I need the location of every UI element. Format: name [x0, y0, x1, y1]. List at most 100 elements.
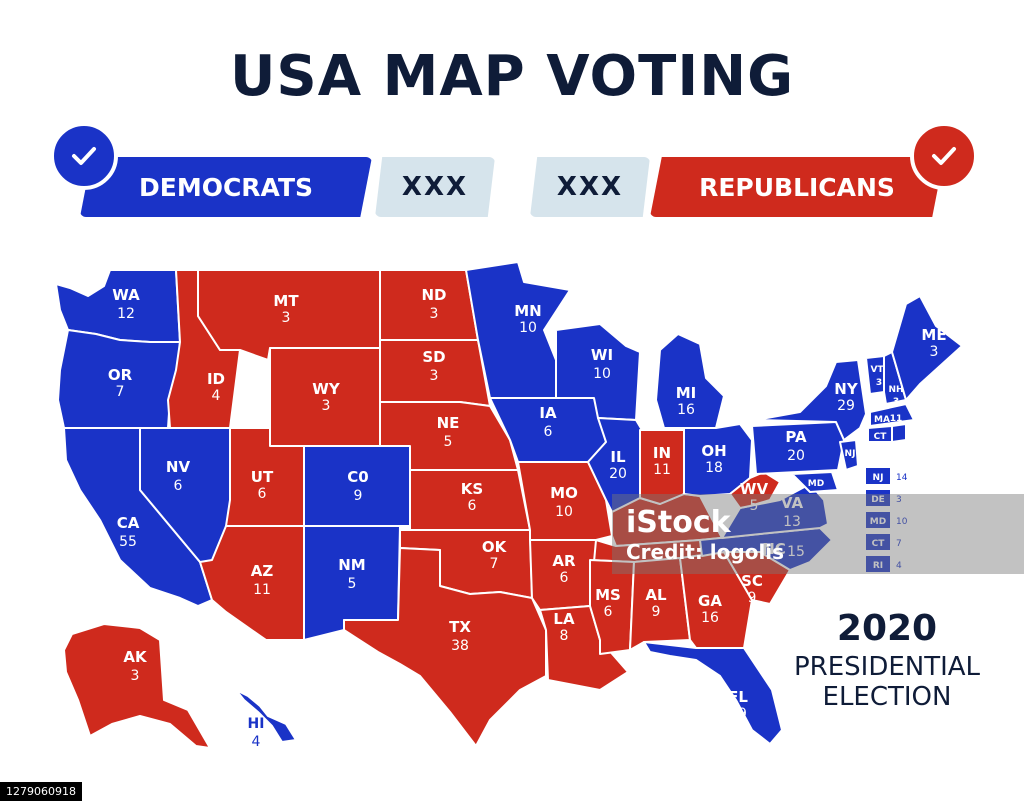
state-votes-wy: 3 — [322, 398, 331, 414]
state-label-ar: AR — [552, 552, 576, 570]
state-votes-ak: 3 — [131, 668, 140, 684]
state-votes-sc: 9 — [748, 590, 757, 606]
small-state-label-nj: NJ — [873, 473, 884, 483]
state-nd — [379, 269, 479, 341]
state-label-wy: WY — [312, 380, 341, 398]
democrats-tally-text: XXX — [401, 172, 469, 202]
state-votes-ok: 7 — [490, 556, 499, 572]
state-votes-nh: 3 — [893, 397, 899, 407]
state-ct — [867, 425, 893, 443]
state-in — [639, 429, 685, 505]
small-state-box-de — [866, 490, 890, 506]
republicans-tally-text: XXX — [556, 172, 624, 202]
state-votes-mi: 16 — [677, 402, 695, 418]
state-votes-oh: 18 — [705, 460, 723, 476]
state-votes-mn: 10 — [519, 320, 537, 336]
state-label-wv: WV — [740, 480, 769, 498]
state-votes-nc: 15 — [787, 544, 805, 560]
state-label-in: IN — [653, 444, 671, 462]
state-label-md: MD — [808, 479, 824, 489]
state-label-nm: NM — [338, 556, 365, 574]
state-md — [791, 471, 839, 493]
state-shape-filler-2 — [891, 423, 907, 443]
state-votes-il: 20 — [609, 466, 627, 482]
state-votes-vt: 3 — [876, 378, 882, 388]
state-label-nd: ND — [421, 286, 446, 304]
democrats-check-icon — [50, 122, 118, 190]
state-nj — [839, 439, 859, 471]
state-label-ma: MA — [874, 415, 890, 425]
state-c0 — [303, 445, 411, 527]
state-label-nv: NV — [166, 458, 191, 476]
state-label-ca: CA — [117, 514, 140, 532]
state-label-mi: MI — [676, 384, 697, 402]
state-votes-in: 11 — [653, 462, 671, 478]
state-label-mt: MT — [273, 292, 299, 310]
state-pa — [751, 421, 845, 475]
state-label-ok: OK — [482, 538, 508, 556]
state-votes-id: 4 — [212, 388, 221, 404]
state-label-nj: NJ — [845, 449, 856, 459]
state-votes-hi: 4 — [252, 734, 261, 750]
image-id: 1279060918 — [0, 782, 82, 801]
state-label-wi: WI — [591, 346, 613, 364]
small-state-votes-ri: 4 — [896, 561, 902, 571]
state-va — [721, 483, 829, 539]
page-title: USA MAP VOTING — [229, 44, 795, 109]
state-label-oh: OH — [701, 442, 726, 460]
state-fl — [643, 641, 783, 745]
state-label-ms: MS — [595, 586, 621, 604]
state-vt — [865, 355, 885, 395]
state-label-al: AL — [645, 586, 667, 604]
state-votes-wv: 5 — [750, 498, 759, 514]
watermark-banner: iStock Credit: logolis — [612, 494, 1024, 574]
state-ak — [63, 623, 211, 749]
state-mi — [655, 333, 725, 429]
state-votes-nm: 5 — [348, 576, 357, 592]
watermark-brand: iStock — [626, 504, 731, 540]
state-votes-sd: 3 — [430, 368, 439, 384]
state-mn — [465, 261, 571, 399]
election-year: 2020 — [836, 608, 938, 649]
state-label-me: ME — [921, 326, 946, 344]
small-state-label-md: MD — [870, 517, 886, 527]
state-label-la: LA — [553, 610, 575, 628]
state-votes-or: 7 — [116, 384, 125, 400]
state-votes-nv: 6 — [174, 478, 183, 494]
state-label-or: OR — [108, 366, 133, 384]
state-label-ga: GA — [698, 592, 722, 610]
state-votes-fl: 29 — [729, 706, 747, 722]
state-hi — [235, 689, 297, 743]
state-votes-az: 11 — [253, 582, 271, 598]
small-state-box-md — [866, 512, 890, 528]
state-label-c0: C0 — [347, 468, 368, 486]
republicans-label-text: REPUBLICANS — [699, 172, 895, 202]
state-votes-wa: 12 — [117, 306, 135, 322]
small-state-box-ri — [866, 556, 890, 572]
state-votes-ks: 6 — [468, 498, 477, 514]
state-ny — [755, 359, 867, 441]
state-label-ct: CT — [874, 432, 888, 442]
small-state-label-ri: RI — [873, 561, 883, 571]
small-state-votes-nj: 14 — [896, 473, 908, 483]
state-votes-mt: 3 — [282, 310, 291, 326]
watermark-credit: Credit: logolis — [626, 539, 785, 564]
state-votes-va: 13 — [783, 514, 801, 530]
state-label-sd: SD — [422, 348, 445, 366]
state-votes-tx: 38 — [451, 638, 469, 654]
small-state-box-ct — [866, 534, 890, 550]
state-votes-ar: 6 — [560, 570, 569, 586]
state-label-mn: MN — [514, 302, 541, 320]
state-votes-c0: 9 — [354, 488, 363, 504]
small-state-box-nj — [866, 468, 890, 484]
state-votes-al: 9 — [652, 604, 661, 620]
state-al — [629, 557, 691, 651]
state-votes-me: 3 — [930, 344, 939, 360]
state-votes-ut: 6 — [258, 486, 267, 502]
state-votes-la: 8 — [560, 628, 569, 644]
state-il — [587, 417, 643, 513]
small-state-votes-md: 10 — [896, 517, 908, 527]
state-label-va: VA — [781, 494, 804, 512]
democrats-label: DEMOCRATS — [80, 157, 372, 217]
